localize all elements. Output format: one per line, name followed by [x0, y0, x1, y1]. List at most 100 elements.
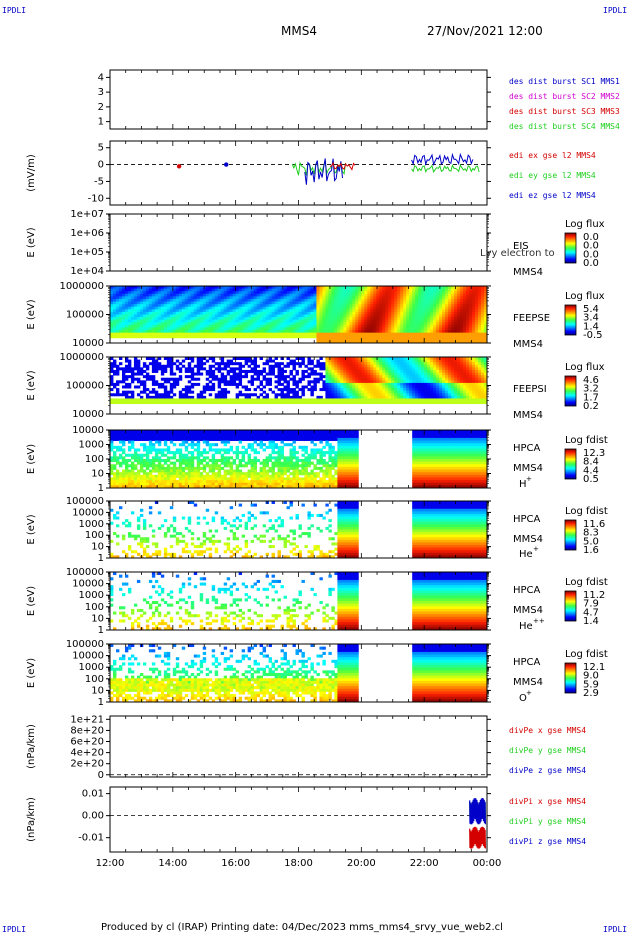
heatmap-cell: [484, 317, 488, 321]
heatmap-cell: [313, 327, 317, 331]
heatmap-cell: [427, 301, 431, 305]
heatmap-cell: [367, 390, 371, 394]
heatmap-cell: [112, 330, 117, 334]
heatmap-cell: [253, 319, 258, 323]
heatmap-cell: [460, 327, 464, 331]
heatmap-cell: [313, 317, 317, 321]
heatmap-cell: [484, 398, 488, 402]
heatmap-cell: [232, 375, 237, 379]
heatmap-cell: [430, 398, 434, 402]
heatmap-cell: [154, 319, 159, 323]
heatmap-cell: [145, 319, 150, 323]
heatmap-cell: [310, 385, 314, 389]
heatmap-cell: [421, 380, 425, 384]
heatmap-cell: [154, 330, 159, 334]
heatmap-cell: [484, 364, 488, 368]
heatmap-cell: [130, 466, 135, 470]
heatmap-cell: [328, 367, 332, 371]
y-tick-label: 1e+07: [70, 209, 104, 220]
heatmap-cell: [427, 293, 431, 297]
heatmap-cell: [424, 359, 428, 363]
heatmap-cell: [199, 306, 204, 310]
heatmap-cell: [337, 324, 341, 328]
heatmap-cell: [361, 288, 365, 292]
heatmap-cell: [331, 377, 335, 381]
heatmap-cell: [457, 357, 461, 360]
heatmap-cell: [238, 362, 243, 366]
heatmap-cell: [376, 304, 380, 308]
heatmap-cell: [310, 317, 314, 321]
heatmap-cell: [160, 286, 165, 289]
heatmap-cell: [418, 337, 422, 341]
heatmap-cell: [238, 330, 243, 334]
heatmap-cell: [343, 337, 347, 341]
heatmap-cell: [481, 306, 485, 310]
heatmap-cell: [190, 304, 195, 308]
heatmap-cell: [397, 359, 401, 363]
heatmap-cell: [409, 335, 413, 339]
heatmap-cell: [292, 398, 296, 402]
heatmap-cell: [379, 393, 383, 397]
heatmap-cell: [238, 304, 243, 308]
heatmap-cell: [220, 367, 225, 371]
heatmap-cell: [319, 314, 323, 318]
heatmap-cell: [280, 317, 284, 321]
heatmap-cell: [166, 401, 171, 405]
heatmap-cell: [232, 286, 237, 289]
heatmap-cell: [460, 335, 464, 339]
heatmap-cell: [391, 390, 395, 394]
heatmap-cell: [346, 382, 350, 386]
heatmap-cell: [130, 380, 135, 384]
heatmap-cell: [331, 309, 335, 313]
heatmap-cell: [136, 335, 141, 339]
heatmap-cell: [451, 324, 455, 328]
heatmap-cell: [124, 432, 129, 436]
heatmap-cell: [472, 337, 476, 341]
heatmap-cell: [142, 324, 147, 328]
heatmap-cell: [325, 401, 329, 405]
heatmap-cell: [202, 401, 207, 405]
heatmap-cell: [145, 395, 150, 399]
heatmap-cell: [343, 317, 347, 321]
heatmap-cell: [451, 372, 455, 376]
heatmap-cell: [469, 286, 473, 289]
heatmap-cell: [343, 286, 347, 289]
heatmap-cell: [151, 398, 156, 402]
heatmap-cell: [442, 367, 446, 371]
heatmap-cell: [340, 332, 344, 336]
heatmap-cell: [193, 327, 198, 331]
heatmap-cell: [121, 369, 126, 373]
heatmap-cell: [127, 469, 132, 473]
heatmap-cell: [274, 335, 278, 339]
heatmap-cell: [118, 456, 123, 460]
heatmap-cell: [166, 393, 171, 397]
heatmap-cell: [286, 311, 290, 315]
heatmap-cell: [322, 375, 326, 379]
heatmap-cell: [451, 395, 455, 399]
heatmap-cell: [328, 401, 332, 405]
heatmap-cell: [142, 311, 147, 315]
heatmap-cell: [412, 401, 416, 405]
heatmap-cell: [292, 393, 296, 397]
heatmap-cell: [361, 385, 365, 389]
heatmap-cell: [127, 301, 132, 305]
heatmap-cell: [382, 340, 386, 344]
heatmap-cell: [451, 380, 455, 384]
heatmap-cell: [319, 322, 323, 326]
heatmap-cell: [112, 304, 117, 308]
heatmap-cell: [376, 317, 380, 321]
heatmap-cell: [397, 390, 401, 394]
heatmap-cell: [484, 369, 488, 373]
heatmap-cell: [202, 304, 207, 308]
heatmap-cell: [112, 466, 117, 470]
heatmap-cell: [247, 293, 252, 297]
heatmap-cell: [289, 372, 293, 376]
heatmap-cell: [478, 340, 482, 344]
heatmap-cell: [133, 401, 138, 405]
heatmap-cell: [436, 390, 440, 394]
heatmap-cell: [373, 364, 377, 368]
heatmap-cell: [124, 296, 129, 300]
heatmap-cell: [172, 330, 177, 334]
heatmap-cell: [415, 398, 419, 402]
heatmap-cell: [421, 388, 425, 392]
